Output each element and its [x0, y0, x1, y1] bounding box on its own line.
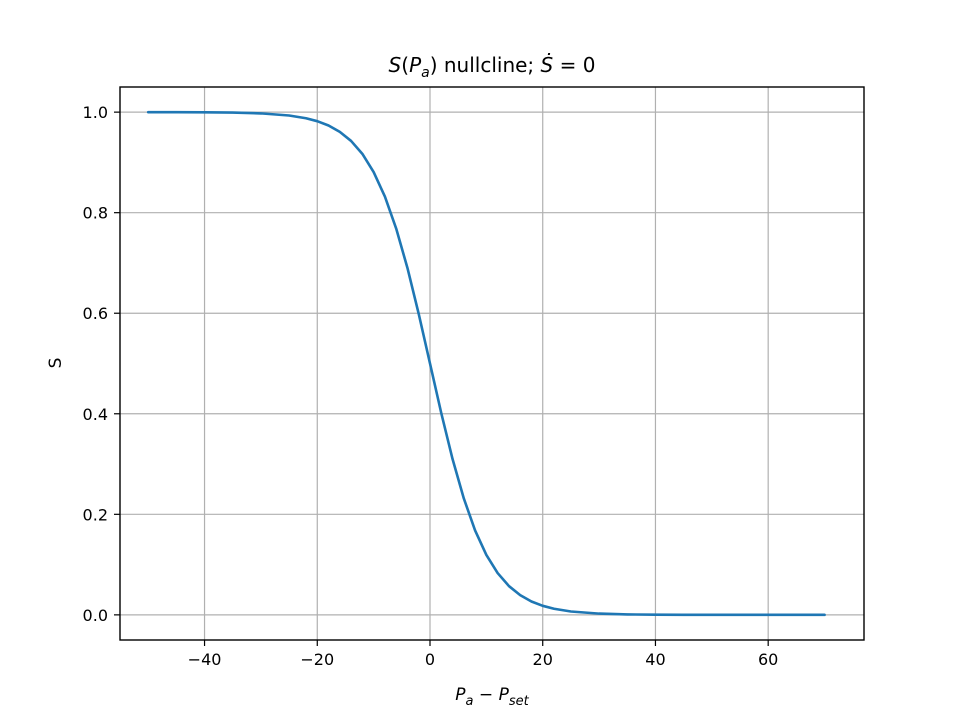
x-tick-label: 20 — [533, 650, 553, 669]
x-axis-ticks: −40 −20 0 20 40 60 — [188, 640, 778, 669]
x-tick-label: 40 — [645, 650, 665, 669]
x-tick-label: 60 — [758, 650, 778, 669]
x-tick-label: −20 — [300, 650, 334, 669]
x-tick-label: 0 — [425, 650, 435, 669]
y-axis-label: S — [46, 358, 66, 369]
x-tick-label: −40 — [188, 650, 222, 669]
y-tick-label: 0.0 — [83, 606, 108, 625]
y-axis-ticks: 0.0 0.2 0.4 0.6 0.8 1.0 — [83, 103, 120, 625]
axes-frame — [119, 86, 865, 641]
chart-title: S(Pa) nullcline; Ṡ = 0 — [389, 53, 596, 81]
y-tick-label: 0.2 — [83, 505, 108, 524]
y-tick-label: 0.6 — [83, 304, 108, 323]
plot-area — [146, 110, 826, 617]
y-tick-label: 0.4 — [83, 405, 108, 424]
y-tick-label: 0.8 — [83, 204, 108, 223]
y-tick-label: 1.0 — [83, 103, 108, 122]
series-line — [146, 110, 826, 617]
x-axis-label: Pa − Pset — [455, 685, 529, 709]
